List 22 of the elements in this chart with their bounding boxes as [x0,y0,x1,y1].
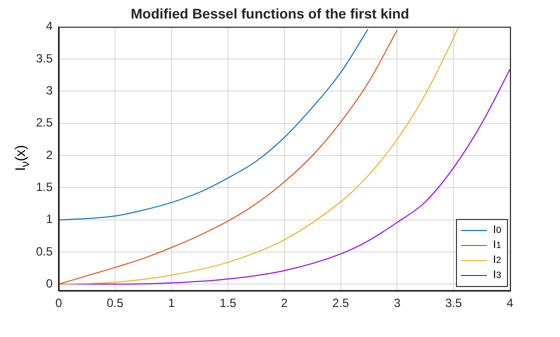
x-tick-label: 3 [394,296,401,310]
y-tick-label: 0 [46,276,53,290]
chart-title: Modified Bessel functions of the first kind [130,5,410,22]
line-series [58,28,368,220]
x-tick-label: 2 [280,296,288,310]
line-series [58,28,459,285]
y-tick-label: 0.5 [36,244,53,258]
y-tick-label: 3.5 [36,51,53,66]
x-tick-label: 4 [506,296,514,310]
y-tick-label: 3 [46,83,53,98]
x-tick-label: 1.5 [220,296,237,310]
x-tick-label: 2.5 [332,296,350,310]
y-tick-label: 2.5 [36,116,53,130]
y-tick-label: 4 [46,19,53,34]
x-tick-label: 3.5 [445,296,462,310]
y-tick-label: 1.5 [36,180,53,194]
x-tick-label: 1 [168,296,176,310]
x-tick-label: 0 [55,296,62,310]
x-tick-label: 0.5 [106,296,124,310]
y-tick-label: 1 [46,212,53,226]
line-series [58,30,398,285]
y-tick-label: 2 [46,148,53,162]
